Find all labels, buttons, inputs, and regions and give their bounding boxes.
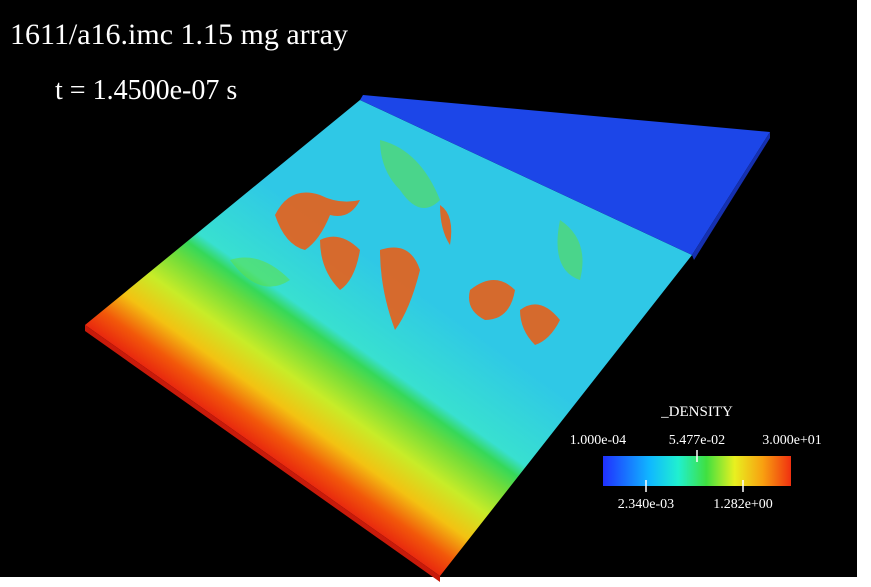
colorbar-label: 2.340e-03: [618, 497, 674, 512]
colorbar-label: 3.000e+01: [762, 433, 822, 448]
colorbar-label: 1.282e+00: [713, 497, 773, 512]
time-label: t = 1.4500e-07 s: [55, 75, 237, 106]
title: 1611/a16.imc 1.15 mg array: [10, 18, 348, 51]
render-view: 1611/a16.imc 1.15 mg array t = 1.4500e-0…: [0, 0, 871, 587]
colorbar-title: _DENSITY: [660, 404, 733, 420]
colorbar-label: 5.477e-02: [669, 433, 725, 448]
colorbar-label: 1.000e-04: [570, 433, 626, 448]
